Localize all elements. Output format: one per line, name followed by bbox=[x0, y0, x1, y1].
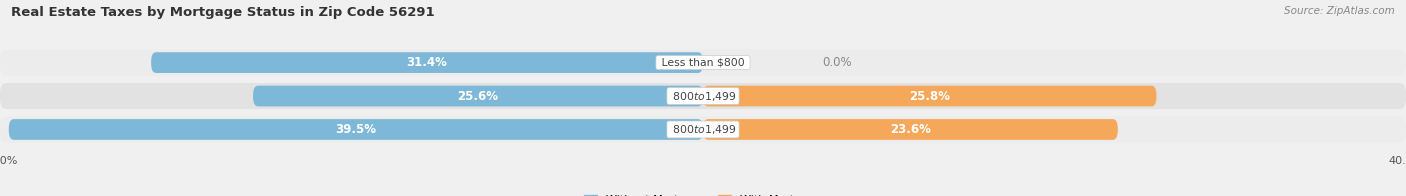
Text: $800 to $1,499: $800 to $1,499 bbox=[669, 90, 737, 103]
FancyBboxPatch shape bbox=[152, 52, 703, 73]
Text: 23.6%: 23.6% bbox=[890, 123, 931, 136]
Text: 25.8%: 25.8% bbox=[910, 90, 950, 103]
FancyBboxPatch shape bbox=[0, 50, 1406, 76]
Text: 25.6%: 25.6% bbox=[457, 90, 499, 103]
FancyBboxPatch shape bbox=[703, 119, 1118, 140]
FancyBboxPatch shape bbox=[703, 86, 1156, 106]
Text: Real Estate Taxes by Mortgage Status in Zip Code 56291: Real Estate Taxes by Mortgage Status in … bbox=[11, 6, 434, 19]
Text: 39.5%: 39.5% bbox=[336, 123, 377, 136]
Text: $800 to $1,499: $800 to $1,499 bbox=[669, 123, 737, 136]
FancyBboxPatch shape bbox=[253, 86, 703, 106]
Text: Source: ZipAtlas.com: Source: ZipAtlas.com bbox=[1284, 6, 1395, 16]
Legend: Without Mortgage, With Mortgage: Without Mortgage, With Mortgage bbox=[579, 191, 827, 196]
Text: 31.4%: 31.4% bbox=[406, 56, 447, 69]
FancyBboxPatch shape bbox=[0, 83, 1406, 109]
FancyBboxPatch shape bbox=[8, 119, 703, 140]
FancyBboxPatch shape bbox=[0, 116, 1406, 142]
Text: Less than $800: Less than $800 bbox=[658, 58, 748, 68]
Text: 0.0%: 0.0% bbox=[823, 56, 852, 69]
